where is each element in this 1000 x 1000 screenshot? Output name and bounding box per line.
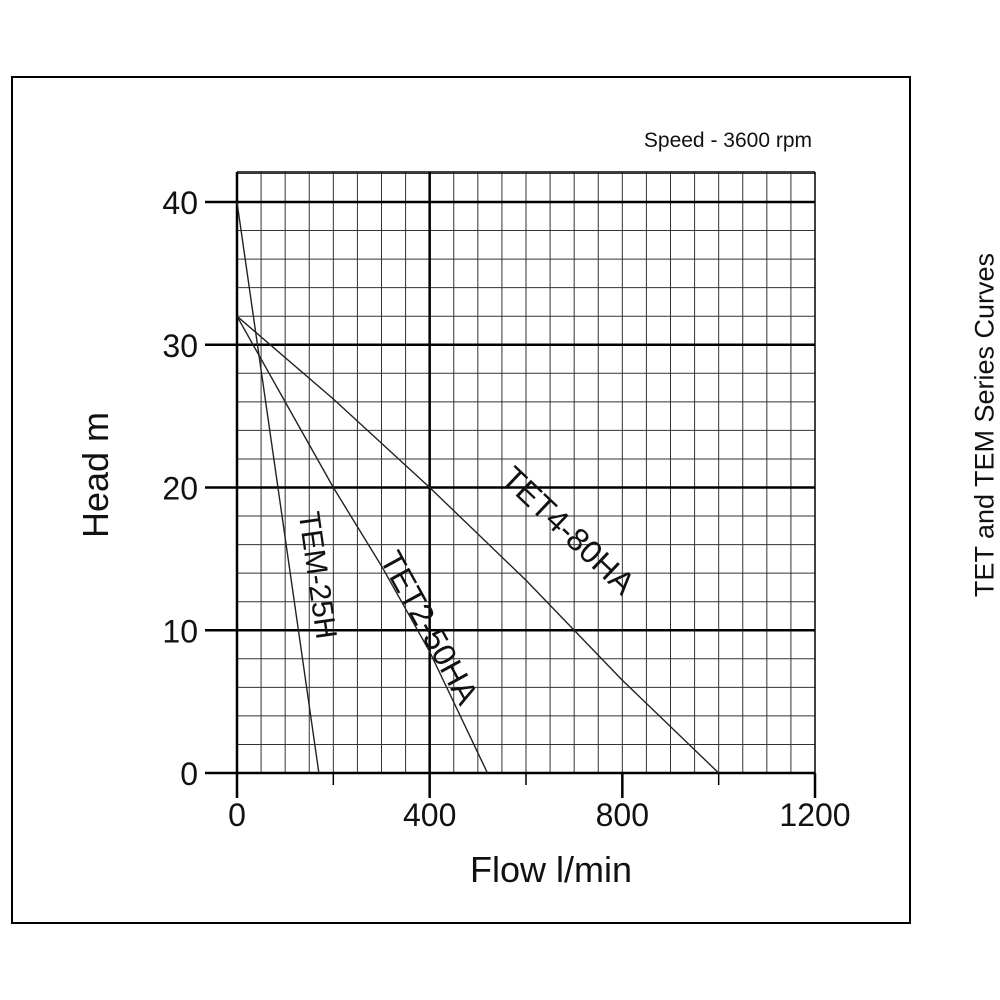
curve-tet2-50ha xyxy=(236,315,489,774)
curve-label-tem-25h: TEM-25H xyxy=(292,510,343,642)
chart-border xyxy=(11,76,911,924)
x-tick-label: 1200 xyxy=(779,797,850,833)
y-tick-label: 40 xyxy=(162,185,198,221)
curve-label-tet4-80ha: TET4-80HA xyxy=(495,459,643,602)
curve-tem-25h xyxy=(236,201,320,774)
x-axis-title: Flow l/min xyxy=(470,849,632,890)
x-tick-label: 400 xyxy=(403,797,456,833)
x-tick-label: 800 xyxy=(596,797,649,833)
x-tick-label: 0 xyxy=(228,797,246,833)
tick-labels: 0 400 800 1200 0 10 20 30 40 xyxy=(162,185,850,833)
major-gridlines xyxy=(205,172,815,798)
y-tick-label: 30 xyxy=(162,328,198,364)
y-tick-label: 10 xyxy=(162,613,198,649)
minor-gridlines xyxy=(237,171,816,773)
pump-curves xyxy=(236,201,720,774)
y-tick-label: 0 xyxy=(180,756,198,792)
y-tick-label: 20 xyxy=(162,471,198,507)
axes xyxy=(205,172,817,798)
chart-title: TET and TEM Series Curves xyxy=(969,252,1000,598)
curve-tet4-80ha xyxy=(236,315,720,774)
y-axis-title: Head m xyxy=(75,412,116,538)
chart-subtitle: Speed - 3600 rpm xyxy=(644,129,812,152)
